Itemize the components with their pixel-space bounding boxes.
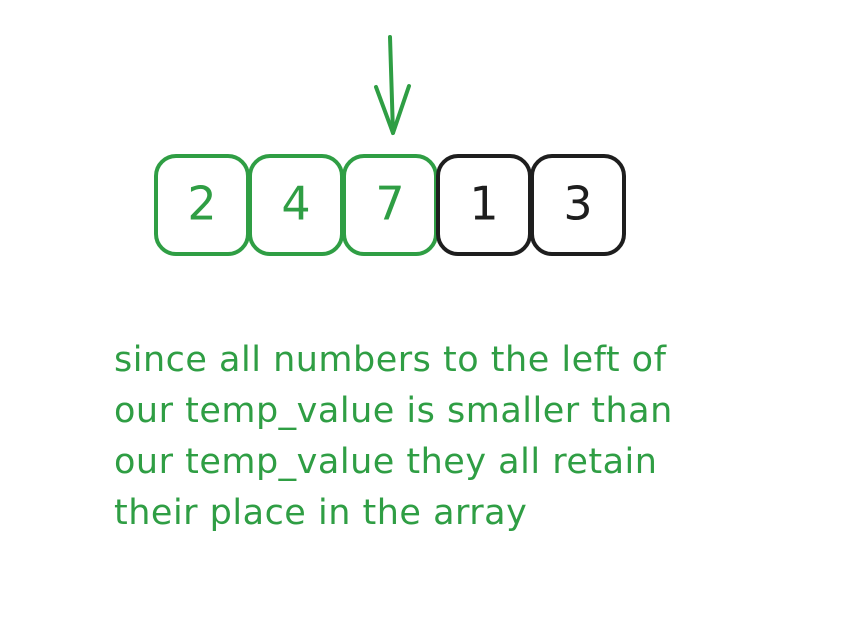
array-cell: 2	[154, 154, 250, 256]
array-cell: 7	[342, 154, 438, 256]
array-cell: 4	[248, 154, 344, 256]
caption-line-2: our temp_value is smaller than	[114, 391, 673, 431]
array-cell-value: 3	[563, 177, 592, 231]
caption-line-3: our temp_value they all retain	[114, 442, 658, 482]
pointer-arrow-shaft	[388, 35, 395, 135]
array-cell-value: 4	[281, 177, 310, 231]
array-cell: 3	[530, 154, 626, 256]
pointer-arrow	[374, 35, 411, 135]
explanation-caption: since all numbers to the left of our tem…	[114, 335, 814, 539]
array-cell-value: 2	[187, 177, 216, 231]
array-cell: 1	[436, 154, 532, 256]
array-cell-box	[530, 154, 626, 256]
array-cells: 2 4 7 1 3	[154, 154, 626, 256]
caption-line-1: since all numbers to the left of	[114, 340, 667, 380]
caption-line-4: their place in the array	[114, 493, 528, 533]
array-cell-value: 1	[469, 177, 498, 231]
array-cell-value: 7	[375, 177, 404, 231]
pointer-arrow-head	[374, 84, 411, 135]
